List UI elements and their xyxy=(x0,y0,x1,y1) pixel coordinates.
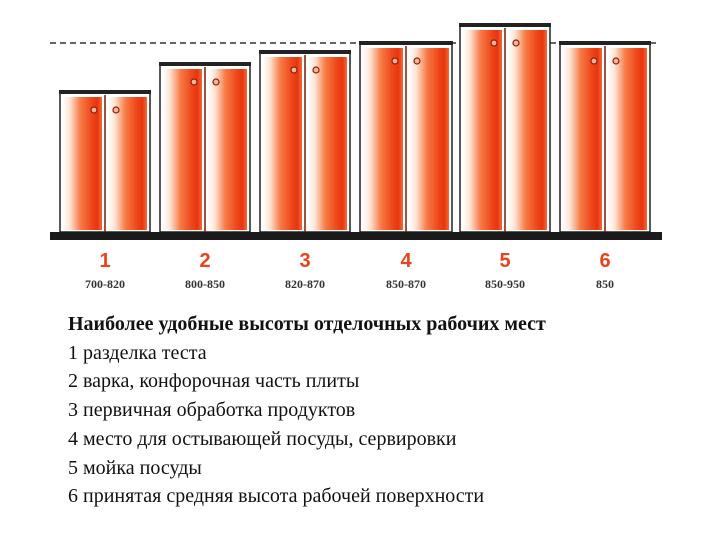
cabinet-door xyxy=(508,30,547,230)
knob-icon xyxy=(512,39,520,47)
cabinet-heights-diagram: 1 700-820 2 800-850 3 820-870 4 850-870 5 850-950… xyxy=(50,23,662,291)
cabinet-door xyxy=(608,48,647,230)
knob-icon xyxy=(190,78,198,86)
countertop xyxy=(459,23,551,27)
knob-icon xyxy=(391,57,399,65)
cabinet-door xyxy=(563,48,602,230)
cabinet-6 xyxy=(559,41,651,233)
cabinet-door xyxy=(163,69,202,230)
caption-item-6: 6 принятая средняя высота рабочей поверх… xyxy=(68,485,485,508)
caption-item-2: 2 варка, конфорочная часть плиты xyxy=(68,370,360,393)
cabinet-door xyxy=(463,30,502,230)
cabinet-number-1: 1 xyxy=(99,250,110,272)
knob-icon xyxy=(590,57,598,65)
knob-icon xyxy=(490,39,498,47)
caption-item-5: 5 мойка посуды xyxy=(68,456,202,479)
cabinet-door xyxy=(63,97,102,230)
countertop xyxy=(59,90,151,94)
cabinet-range-5: 850-950 xyxy=(485,277,525,291)
caption-item-1: 1 разделка теста xyxy=(68,341,207,364)
countertop xyxy=(259,50,351,54)
floor-line xyxy=(50,232,662,240)
knob-icon xyxy=(413,57,421,65)
cabinet-number-4: 4 xyxy=(400,250,412,272)
cabinet-number-3: 3 xyxy=(299,250,310,272)
cabinet-4 xyxy=(359,41,453,233)
caption: Наиболее удобные высоты отделочных рабоч… xyxy=(68,310,708,511)
cabinet-door xyxy=(263,57,302,230)
cabinet-door xyxy=(409,48,449,230)
countertop xyxy=(359,41,453,45)
cabinet-range-6: 850 xyxy=(596,277,614,291)
knob-icon xyxy=(290,66,298,74)
knob-icon xyxy=(612,57,620,65)
cabinet-range-2: 800-850 xyxy=(185,277,225,291)
countertop xyxy=(159,62,251,66)
cabinet-number-5: 5 xyxy=(499,250,510,272)
knob-icon xyxy=(312,66,320,74)
cabinet-range-1: 700-820 xyxy=(85,277,125,291)
cabinet-door xyxy=(363,48,403,230)
cabinet-door xyxy=(108,97,147,230)
caption-title: Наиболее удобные высоты отделочных рабоч… xyxy=(68,313,546,335)
cabinet-2 xyxy=(159,62,251,233)
cabinet-3 xyxy=(259,50,351,233)
cabinet-5 xyxy=(459,23,551,233)
cabinet-door xyxy=(308,57,347,230)
cabinet-number-6: 6 xyxy=(599,250,610,272)
caption-item-4: 4 место для остывающей посуды, сервировк… xyxy=(68,427,457,450)
knob-icon xyxy=(212,78,220,86)
cabinet-door xyxy=(208,69,247,230)
caption-item-3: 3 первичная обработка продуктов xyxy=(68,399,356,422)
cabinet-number-2: 2 xyxy=(199,250,210,272)
cabinet-range-3: 820-870 xyxy=(285,277,325,291)
knob-icon xyxy=(112,106,120,114)
countertop xyxy=(559,41,651,45)
cabinet-1 xyxy=(59,90,151,233)
cabinet-range-4: 850-870 xyxy=(386,277,426,291)
knob-icon xyxy=(90,106,98,114)
